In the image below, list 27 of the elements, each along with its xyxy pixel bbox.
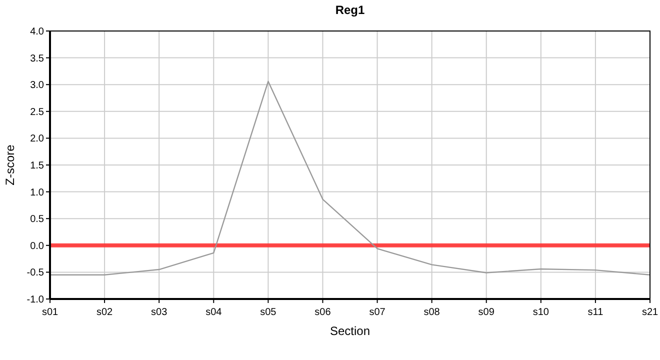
y-tick-label: 2.5 xyxy=(30,106,44,118)
x-tick-label: s09 xyxy=(478,307,495,318)
y-tick-label: 2.0 xyxy=(30,134,44,145)
y-tick-label: 4.0 xyxy=(30,26,44,38)
x-tick-label: s10 xyxy=(532,307,550,318)
x-tick-label: s04 xyxy=(206,307,222,318)
x-tick-label: s03 xyxy=(151,307,168,318)
y-tick-label: 3.0 xyxy=(30,80,44,92)
x-tick-label: s05 xyxy=(260,307,277,318)
y-tick-label: -0.5 xyxy=(26,268,44,279)
chart-title: Reg1 xyxy=(335,3,365,17)
y-tick-label: -1.0 xyxy=(26,294,44,306)
y-axis-title: Z-score xyxy=(3,144,17,186)
x-axis-title: Section xyxy=(330,324,370,338)
x-tick-label: s21 xyxy=(642,307,658,318)
x-tick-label: s08 xyxy=(424,307,440,318)
x-tick-label: s06 xyxy=(314,307,332,318)
x-tick-label: s07 xyxy=(369,307,386,318)
x-tick-label: s01 xyxy=(42,307,58,318)
x-tick-label: s11 xyxy=(588,307,604,318)
x-tick-label: s02 xyxy=(96,307,114,318)
y-tick-label: 1.5 xyxy=(30,160,44,172)
y-tick-label: 0.5 xyxy=(30,214,44,226)
y-tick-label: 1.0 xyxy=(30,187,44,198)
y-tick-label: 0.0 xyxy=(30,240,44,252)
line-series xyxy=(49,80,651,276)
y-tick-label: 3.5 xyxy=(30,53,44,64)
